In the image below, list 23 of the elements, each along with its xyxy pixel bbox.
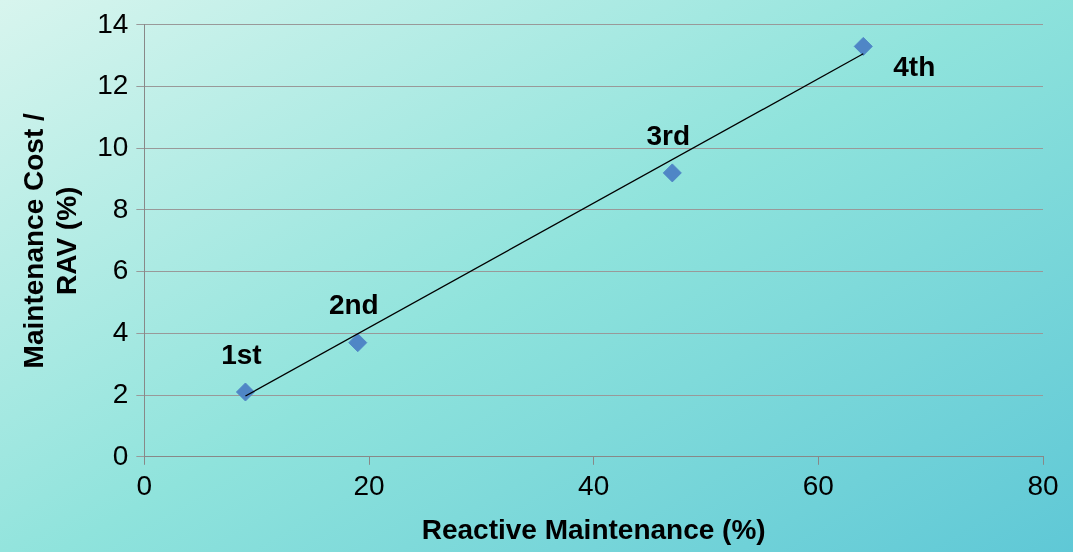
annotation: 3rd — [646, 119, 691, 151]
point — [348, 333, 368, 353]
point — [853, 36, 873, 56]
point — [235, 382, 255, 402]
x-tick-label: 0 — [136, 470, 153, 502]
annotation: 4th — [893, 51, 936, 83]
x-tick-label: 20 — [353, 470, 385, 502]
y-tick-label: 4 — [112, 316, 129, 348]
point — [662, 163, 682, 183]
y-axis-title: Maintenance Cost / RAV (%) — [17, 113, 83, 369]
y-tick-label: 0 — [112, 439, 129, 471]
x-tick-label: 80 — [1027, 470, 1059, 502]
x-tick-label: 60 — [802, 470, 834, 502]
y-tick-label: 6 — [112, 254, 129, 286]
y-tick-label: 10 — [97, 130, 129, 162]
x-axis-title: Reactive Maintenance (%) — [421, 513, 766, 545]
y-tick-label: 14 — [97, 7, 129, 39]
annotation: 1st — [221, 338, 262, 370]
annotation: 2nd — [328, 289, 379, 321]
x-tick-label: 40 — [578, 470, 610, 502]
y-tick-label: 2 — [112, 377, 129, 409]
y-tick-label: 8 — [112, 192, 129, 224]
y-tick-label: 12 — [97, 69, 129, 101]
